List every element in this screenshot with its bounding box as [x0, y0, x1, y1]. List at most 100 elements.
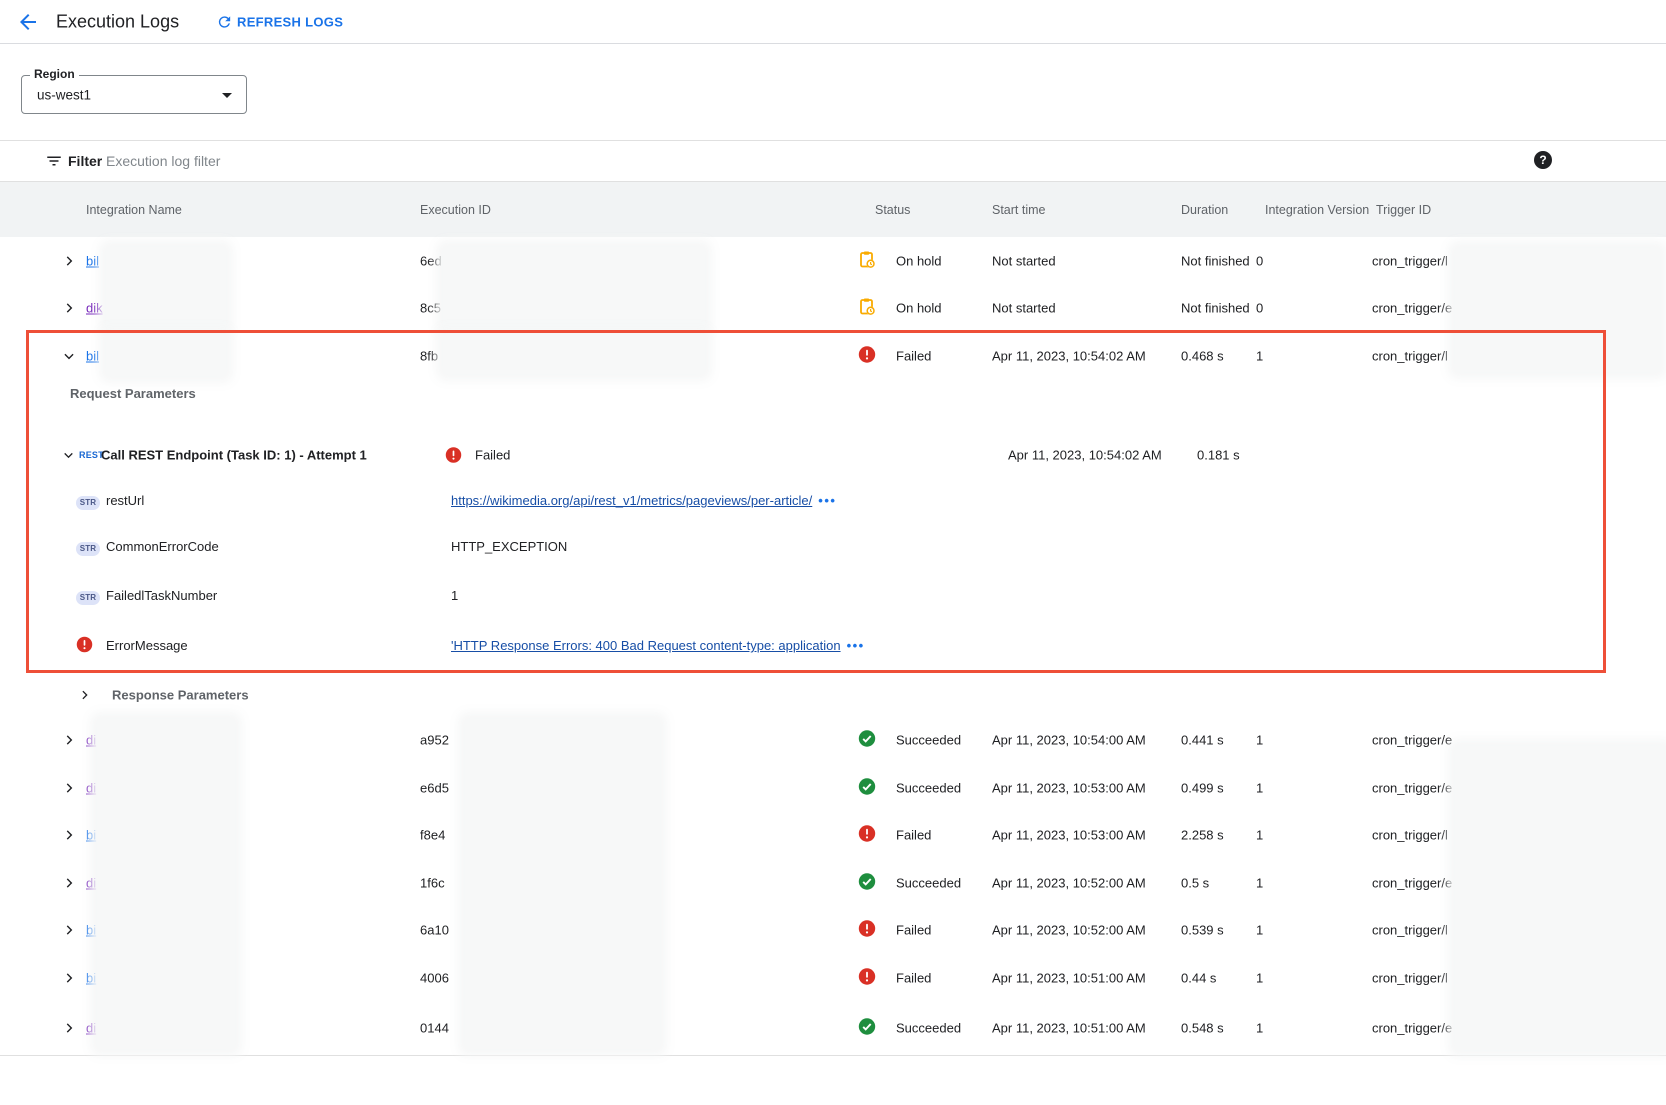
integration-name-link[interactable]: di [86, 1020, 97, 1036]
redacted-area [1455, 248, 1660, 372]
execution-id: 6ed [420, 253, 442, 269]
integration-version: 0 [1256, 253, 1264, 269]
expand-chevron-icon[interactable] [78, 688, 91, 701]
trigger-id: cron_trigger/e [1372, 1020, 1453, 1036]
integration-version: 1 [1256, 827, 1264, 843]
success-icon [858, 730, 876, 751]
redacted-area [443, 334, 705, 374]
pagination-bar: Items per page: 10 1 – 10 of 20 [0, 1055, 1666, 1105]
rest-task-logo: REST [79, 449, 104, 460]
start-time: Apr 11, 2023, 10:52:00 AM [992, 875, 1146, 890]
integration-version: 1 [1256, 348, 1264, 364]
duration: 2.258 s [1181, 827, 1224, 843]
expand-chevron-icon[interactable] [62, 971, 76, 985]
integration-name-link[interactable]: bi [86, 922, 97, 938]
integration-name-link[interactable]: di [86, 875, 97, 890]
region-label: Region [30, 67, 79, 82]
table-row: di 0144 Succeeded Apr 11, 2023, 10:51:00… [0, 1001, 1666, 1055]
table-header-row: Integration Name Execution ID Status Sta… [0, 181, 1666, 239]
duration: 0.499 s [1181, 780, 1224, 795]
redacted-area [97, 719, 235, 1049]
expand-chevron-icon[interactable] [62, 254, 76, 268]
execution-id: f8e4 [420, 827, 446, 843]
refresh-logs-button[interactable]: REFRESH LOGS [216, 13, 343, 30]
execution-id: a952 [420, 732, 449, 748]
col-status: Status [875, 203, 911, 217]
expand-chevron-icon[interactable] [62, 733, 76, 747]
start-time: Apr 11, 2023, 10:51:00 AM [992, 1020, 1146, 1036]
collapse-chevron-icon[interactable] [62, 349, 76, 363]
expand-chevron-icon[interactable] [62, 301, 76, 315]
integration-name-link[interactable]: di [86, 780, 97, 795]
col-execution-id: Execution ID [420, 203, 491, 217]
expand-chevron-icon[interactable] [62, 828, 76, 842]
expand-chevron-icon[interactable] [62, 781, 76, 795]
task-duration: 0.181 s [1197, 447, 1240, 462]
task-title: Call REST Endpoint (Task ID: 1) - Attemp… [101, 447, 367, 462]
error-icon [858, 920, 876, 941]
parameter-row: STR CommonErrorCode HTTP_EXCEPTION [0, 523, 1666, 573]
integration-version: 1 [1256, 1020, 1264, 1036]
error-icon [858, 346, 876, 367]
integration-version: 0 [1256, 300, 1264, 315]
duration: 0.548 s [1181, 1020, 1224, 1036]
execution-id: e6d5 [420, 780, 449, 795]
integration-name-link[interactable]: bi [86, 827, 97, 843]
filter-input[interactable] [104, 152, 1008, 170]
error-icon [858, 825, 876, 846]
more-ellipsis-button[interactable]: ••• [818, 493, 837, 508]
integration-name-link[interactable]: bil [86, 348, 100, 364]
status-text: On hold [896, 300, 942, 315]
duration: 0.539 s [1181, 922, 1224, 938]
error-icon [858, 967, 876, 988]
execution-id: 8fb [420, 348, 439, 364]
expand-chevron-icon[interactable] [62, 876, 76, 890]
region-select[interactable]: Region us-west1 [21, 67, 247, 114]
integration-version: 1 [1256, 970, 1264, 985]
trigger-id: cron_trigger/l [1372, 348, 1448, 364]
collapse-chevron-icon[interactable] [62, 448, 75, 461]
duration: 0.468 s [1181, 348, 1224, 364]
integration-name-link[interactable]: bil [86, 253, 100, 269]
parameter-value-link[interactable]: https://wikimedia.org/api/rest_v1/metric… [451, 493, 813, 508]
back-arrow-icon[interactable] [16, 10, 40, 34]
table-row: di a952 Succeeded Apr 11, 2023, 10:54:00… [0, 716, 1666, 765]
filter-bar: Filter [0, 140, 1666, 181]
more-ellipsis-button[interactable]: ••• [846, 638, 865, 653]
execution-id: 1f6c [420, 875, 445, 890]
status-text: Succeeded [896, 875, 962, 890]
success-icon [858, 777, 876, 798]
region-value: us-west1 [37, 87, 92, 102]
table-row: bi f8e4 Failed Apr 11, 2023, 10:53:00 AM… [0, 811, 1666, 860]
parameter-name: CommonErrorCode [106, 539, 219, 554]
expand-chevron-icon[interactable] [62, 923, 76, 937]
integration-name-link[interactable]: di [86, 732, 97, 748]
task-attempt-row: REST Call REST Endpoint (Task ID: 1) - A… [0, 432, 1666, 478]
start-time: Apr 11, 2023, 10:53:00 AM [992, 827, 1146, 843]
execution-id: 6a10 [420, 922, 449, 938]
redacted-area [106, 334, 226, 376]
table-row: di 1f6c Succeeded Apr 11, 2023, 10:52:00… [0, 859, 1666, 907]
help-icon[interactable]: ? [1534, 151, 1552, 169]
string-type-icon: STR [76, 539, 100, 556]
table-row: bil 6ed On hold Not started Not finished… [0, 237, 1666, 286]
expand-chevron-icon[interactable] [62, 1021, 76, 1035]
parameter-name: FailedlTaskNumber [106, 588, 218, 603]
trigger-id: cron_trigger/e [1372, 875, 1453, 890]
parameter-value-link[interactable]: 'HTTP Response Errors: 400 Bad Request c… [451, 638, 841, 653]
integration-name-link[interactable]: dik [86, 300, 103, 315]
col-integration-version: Integration Version [1265, 203, 1370, 217]
status-text: Failed [896, 827, 932, 843]
table-row: dik 8c5 On hold Not started Not finished… [0, 285, 1666, 331]
col-integration-name: Integration Name [86, 203, 182, 217]
col-start-time: Start time [992, 203, 1046, 217]
integration-version: 1 [1256, 922, 1264, 938]
col-trigger-id: Trigger ID [1376, 203, 1432, 217]
integration-version: 1 [1256, 732, 1264, 748]
parameter-row: STR FailedlTaskNumber 1 [0, 572, 1666, 623]
duration: 0.441 s [1181, 732, 1224, 748]
task-start-time: Apr 11, 2023, 10:54:02 AM [1008, 447, 1162, 462]
integration-name-link[interactable]: bi [86, 970, 97, 985]
trigger-id: cron_trigger/l [1372, 827, 1448, 843]
parameter-value: 1 [451, 588, 459, 603]
